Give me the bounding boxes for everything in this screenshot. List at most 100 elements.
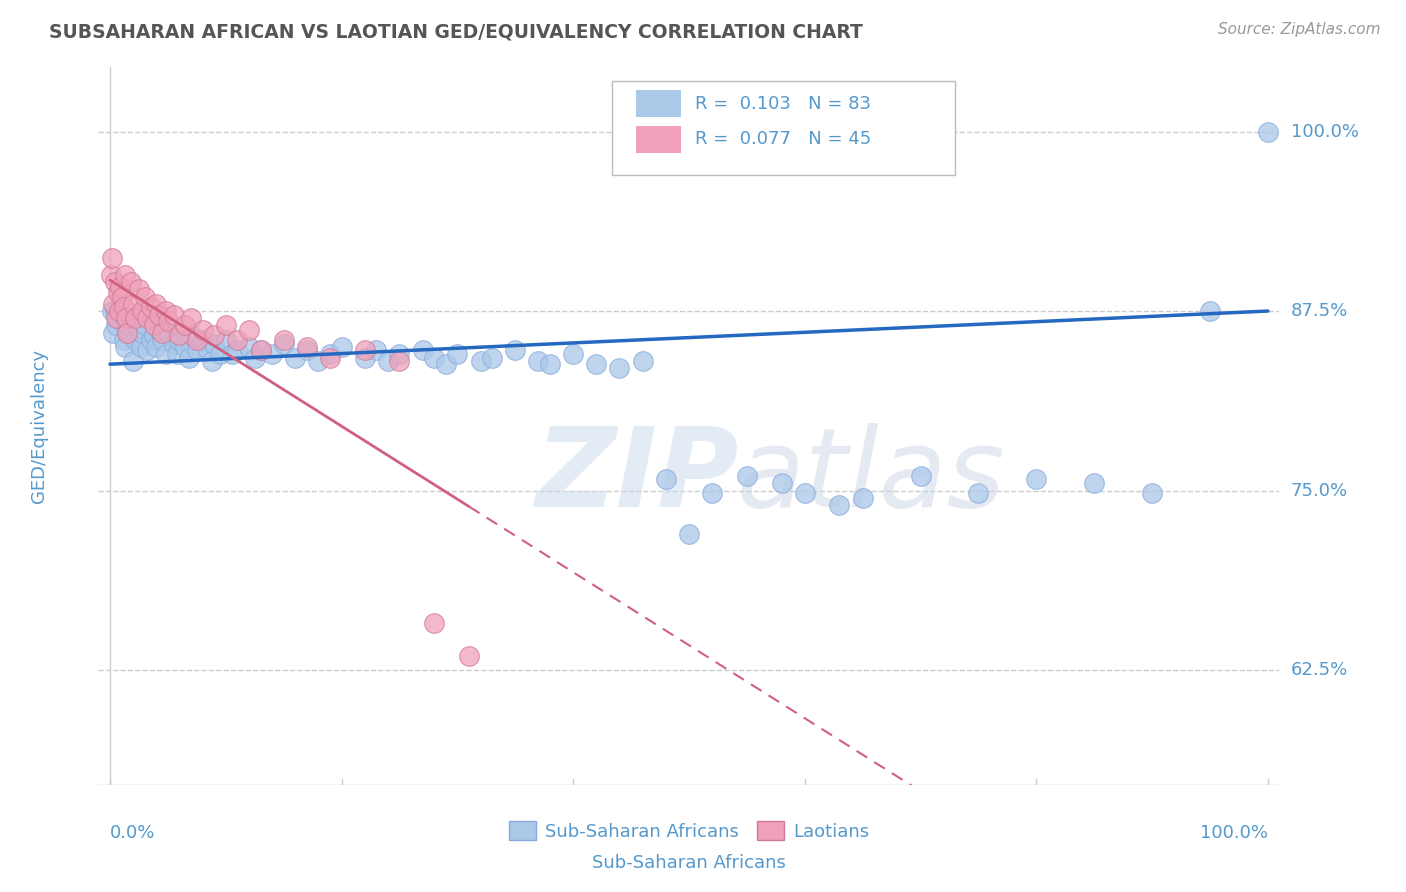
Point (150, 333, 173, 347)
Point (134, 290, 156, 304)
Point (295, 343, 318, 357)
Bar (636, 126, 681, 153)
Point (136, 343, 159, 357)
Point (110, 290, 132, 304)
Point (1199, 304, 1222, 318)
Point (585, 357, 607, 371)
Point (446, 347, 468, 361)
Text: atlas: atlas (737, 423, 1005, 530)
Text: 0.0%: 0.0% (110, 824, 156, 842)
Point (470, 354, 492, 368)
Point (120, 328, 142, 343)
Point (249, 343, 271, 357)
Point (115, 314, 138, 328)
Point (191, 323, 214, 337)
Text: 62.5%: 62.5% (1291, 661, 1348, 679)
Point (163, 309, 186, 323)
Point (180, 311, 202, 326)
Point (117, 311, 139, 326)
Point (143, 328, 166, 343)
Point (735, 469, 758, 483)
Point (122, 354, 145, 368)
Point (105, 311, 128, 326)
Text: 87.5%: 87.5% (1291, 302, 1348, 320)
Point (101, 304, 124, 318)
Point (538, 357, 561, 371)
Point (828, 498, 851, 512)
Point (319, 347, 342, 361)
Point (434, 357, 457, 371)
Point (910, 469, 932, 483)
Point (202, 337, 225, 351)
Point (148, 309, 170, 323)
Point (295, 340, 318, 354)
Point (770, 476, 793, 491)
Point (128, 283, 150, 297)
Point (112, 333, 135, 347)
Point (353, 351, 375, 366)
Point (1140, 486, 1163, 500)
Point (143, 318, 166, 333)
Point (202, 328, 225, 343)
Point (353, 343, 375, 357)
Point (134, 318, 156, 333)
Text: 75.0%: 75.0% (1291, 482, 1348, 500)
Point (117, 323, 139, 337)
Point (155, 304, 177, 318)
Point (166, 347, 188, 361)
Point (215, 333, 238, 347)
Point (238, 340, 260, 354)
Point (169, 328, 191, 343)
Point (307, 354, 329, 368)
Point (145, 340, 167, 354)
Point (169, 333, 191, 347)
Point (155, 347, 177, 361)
Point (104, 318, 127, 333)
Point (145, 297, 167, 311)
Point (136, 311, 159, 326)
Text: R =  0.103   N = 83: R = 0.103 N = 83 (695, 95, 870, 112)
Point (131, 326, 153, 340)
Point (104, 304, 127, 318)
Point (124, 311, 146, 326)
Point (377, 354, 399, 368)
Point (208, 347, 231, 361)
Point (700, 486, 723, 500)
Point (388, 354, 411, 368)
Point (562, 347, 585, 361)
Point (156, 326, 179, 340)
Text: 100.0%: 100.0% (1199, 824, 1268, 842)
Point (122, 297, 145, 311)
Point (262, 347, 284, 361)
Point (330, 340, 353, 354)
Point (226, 343, 249, 357)
Text: GED/Equivalency: GED/Equivalency (31, 349, 48, 503)
Point (249, 343, 271, 357)
Point (103, 326, 125, 340)
Point (215, 318, 238, 333)
Point (201, 354, 224, 368)
Point (103, 297, 125, 311)
Point (117, 326, 139, 340)
Point (131, 304, 153, 318)
Legend: Sub-Saharan Africans, Laotians: Sub-Saharan Africans, Laotians (502, 814, 876, 847)
Point (423, 615, 446, 630)
Point (150, 326, 173, 340)
Point (655, 472, 678, 486)
Point (174, 318, 197, 333)
Point (481, 351, 503, 366)
Point (156, 314, 179, 328)
Point (114, 340, 136, 354)
Point (423, 351, 446, 366)
Point (238, 323, 260, 337)
Point (273, 337, 295, 351)
Point (284, 351, 307, 366)
Point (115, 311, 138, 326)
Point (197, 343, 219, 357)
Bar (636, 90, 681, 117)
Text: SUBSAHARAN AFRICAN VS LAOTIAN GED/EQUIVALENCY CORRELATION CHART: SUBSAHARAN AFRICAN VS LAOTIAN GED/EQUIVA… (49, 22, 863, 41)
Point (503, 343, 526, 357)
Point (107, 285, 129, 300)
Point (112, 300, 135, 314)
Point (100, 268, 122, 282)
